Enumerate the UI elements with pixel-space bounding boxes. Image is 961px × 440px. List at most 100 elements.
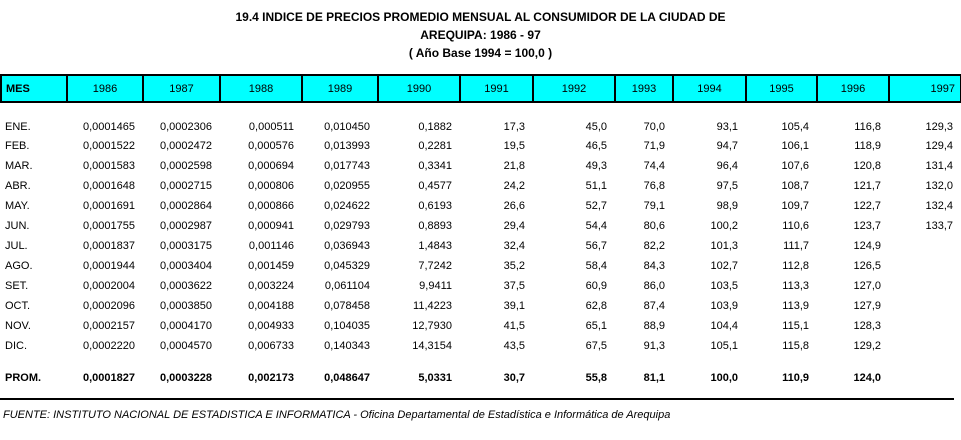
table-row: JUL. 0,0001837 0,0003175 0,001146 0,036943 1,…	[1, 236, 961, 256]
table-header: MES 1986 1987 1988 1989 1990 1991 1992 1…	[0, 74, 961, 103]
value-cell: 94,7	[716, 140, 738, 152]
value-cell: 133,7	[925, 220, 953, 232]
value-cell: 0,0001944	[83, 260, 135, 272]
row-label: JUN.	[5, 220, 30, 232]
value-cell: 112,8	[782, 260, 809, 272]
value-cell: 0,0001465	[83, 120, 135, 133]
value-cell: 87,4	[643, 300, 665, 312]
row-label: MAY.	[5, 200, 30, 212]
value-cell: 49,3	[585, 160, 607, 172]
value-cell: 0,036943	[324, 240, 370, 252]
value-cell: 103,9	[710, 300, 738, 312]
value-cell: 30,7	[503, 372, 525, 384]
value-cell: 96,4	[716, 160, 738, 172]
page-title: 19.4 INDICE DE PRECIOS PROMEDIO MENSUAL …	[235, 10, 726, 24]
value-cell: 17,3	[503, 120, 525, 133]
table-row: MAR. 0,0001583 0,0002598 0,000694 0,017743 0,…	[1, 156, 961, 176]
value-cell: 0,0001827	[83, 372, 135, 384]
table-row: JUN. 0,0001755 0,0002987 0,000941 0,029793 0,…	[1, 216, 961, 236]
value-cell: 54,4	[585, 220, 607, 232]
table-row: ENE. 0,0001465 0,0002306 0,000511 0,010450 0,…	[1, 102, 961, 136]
value-cell: 101,3	[710, 240, 738, 252]
value-cell: 70,0	[643, 120, 665, 133]
value-cell: 132,0	[925, 180, 953, 192]
value-cell	[889, 368, 961, 388]
value-cell: 0,061104	[324, 280, 370, 292]
value-cell: 0,000941	[248, 220, 294, 232]
value-cell: 0,0001522	[83, 140, 135, 152]
value-cell	[889, 336, 961, 356]
value-cell: 129,4	[925, 140, 953, 152]
value-cell: 52,7	[585, 200, 607, 212]
footer-divider	[0, 398, 954, 400]
value-cell: 97,5	[716, 180, 738, 192]
value-cell: 7,7242	[418, 260, 452, 272]
value-cell: 113,9	[782, 300, 809, 312]
value-cell: 107,6	[781, 160, 809, 172]
value-cell: 0,0002220	[83, 340, 135, 352]
value-cell: 0,024622	[324, 200, 370, 212]
value-cell: 0,0004570	[160, 340, 212, 352]
column-header-1986: 1986	[66, 74, 144, 103]
value-cell	[889, 256, 961, 276]
value-cell: 118,9	[854, 140, 881, 152]
value-cell: 79,1	[643, 200, 665, 212]
value-cell: 60,9	[585, 280, 607, 292]
value-cell: 82,2	[643, 240, 665, 252]
table-row: ABR. 0,0001648 0,0002715 0,000806 0,020955 0,…	[1, 176, 961, 196]
value-cell: 11,4223	[413, 300, 452, 312]
value-cell: 115,1	[782, 320, 809, 332]
value-cell: 0,0002864	[160, 200, 212, 212]
value-cell: 56,7	[585, 240, 607, 252]
row-label: MAR.	[5, 160, 33, 172]
title-block: 19.4 INDICE DE PRECIOS PROMEDIO MENSUAL …	[0, 0, 961, 62]
row-label: JUL.	[5, 240, 28, 252]
value-cell: 26,6	[503, 200, 525, 212]
value-cell: 0,000694	[248, 160, 294, 172]
value-cell: 29,4	[503, 220, 525, 232]
value-cell: 0,078458	[324, 300, 370, 312]
value-cell: 0,3341	[418, 160, 452, 172]
value-cell: 43,5	[503, 340, 525, 352]
column-header-1990: 1990	[377, 74, 461, 103]
value-cell: 24,2	[503, 180, 525, 192]
value-cell: 88,9	[643, 320, 665, 332]
value-cell: 45,0	[585, 120, 607, 133]
value-cell: 102,7	[710, 260, 738, 272]
value-cell: 0,0003175	[160, 240, 212, 252]
row-label: PROM.	[5, 372, 42, 384]
value-cell: 14,3154	[412, 340, 452, 352]
value-cell: 0,0002306	[160, 120, 212, 133]
value-cell: 0,001146	[248, 240, 294, 252]
value-cell: 127,0	[853, 280, 881, 292]
value-cell: 108,7	[781, 180, 809, 192]
column-header-1992: 1992	[532, 74, 616, 103]
table-row: NOV. 0,0002157 0,0004170 0,004933 0,104035 12…	[1, 316, 961, 336]
value-cell: 0,000866	[248, 200, 294, 212]
price-index-table: MES 1986 1987 1988 1989 1990 1991 1992 1…	[0, 74, 961, 388]
value-cell: 0,104035	[324, 320, 370, 332]
value-cell: 98,9	[716, 200, 738, 212]
value-cell: 0,0002715	[160, 180, 212, 192]
value-cell: 0,017743	[324, 160, 370, 172]
value-cell: 0,0002096	[83, 300, 135, 312]
value-cell	[889, 316, 961, 336]
value-cell: 115,8	[782, 340, 809, 352]
column-header-1995: 1995	[745, 74, 818, 103]
value-cell: 19,5	[503, 140, 525, 152]
row-label: OCT.	[5, 300, 31, 312]
value-cell: 120,8	[853, 160, 881, 172]
value-cell: 32,4	[503, 240, 525, 252]
table-row: MAY. 0,0001691 0,0002864 0,000866 0,024622 0,…	[1, 196, 961, 216]
value-cell: 0,0003850	[160, 300, 212, 312]
row-label: ENE.	[5, 120, 31, 133]
column-header-1987: 1987	[142, 74, 221, 103]
value-cell: 106,1	[781, 140, 809, 152]
value-cell: 0,013993	[324, 140, 370, 152]
value-cell: 84,3	[643, 260, 665, 272]
base-year-note: ( Año Base 1994 = 100,0 )	[408, 46, 553, 60]
value-cell: 0,0002157	[83, 320, 135, 332]
value-cell: 0,000576	[248, 140, 294, 152]
column-header-mes: MES	[0, 74, 68, 103]
